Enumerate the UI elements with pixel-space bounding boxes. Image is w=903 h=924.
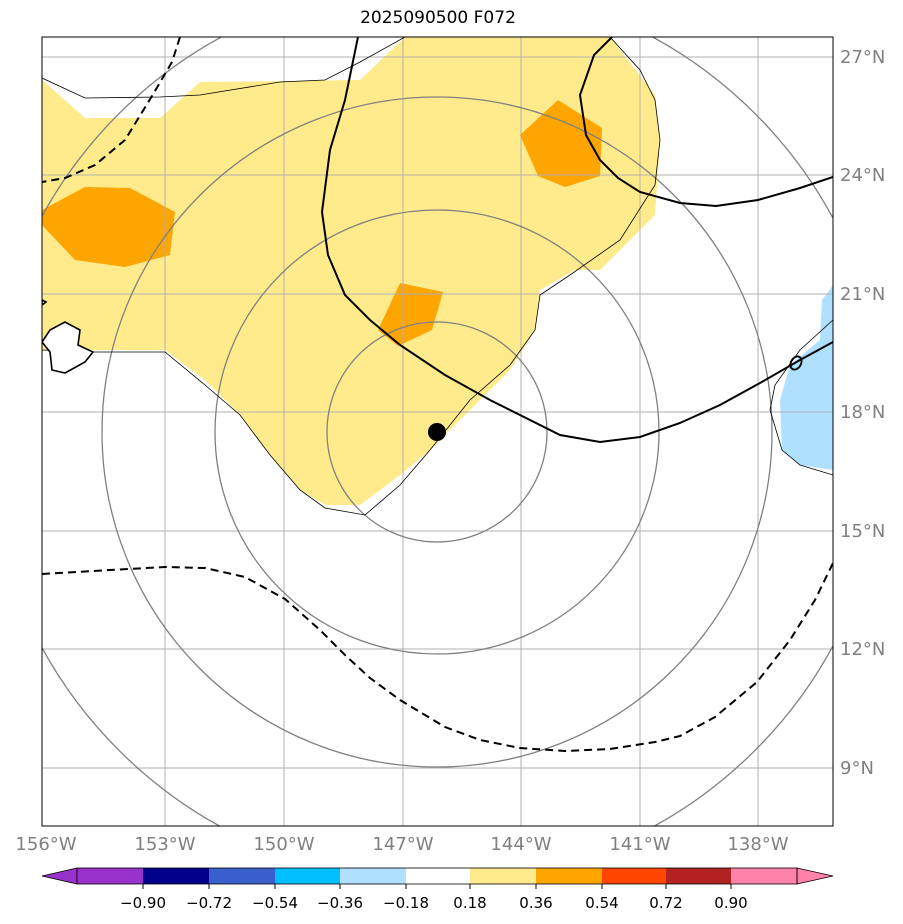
anomaly-contour-thin xyxy=(42,37,661,516)
colorbar-bin-1 xyxy=(77,868,143,884)
colorbar-tick-label: −0.18 xyxy=(383,894,429,912)
colorbar-ticks xyxy=(142,884,732,889)
colorbar-bin-11 xyxy=(731,868,797,884)
lat-label-18n: 18°N xyxy=(840,402,885,423)
lat-label-9n: 9°N xyxy=(840,758,874,779)
colorbar-bin-7 xyxy=(470,868,536,884)
colorbar-frame xyxy=(76,867,798,885)
colorbar-tick-label: −0.72 xyxy=(186,894,232,912)
lon-label-153w: 153°W xyxy=(134,834,195,855)
colorbar-tick-label: 0.36 xyxy=(519,894,552,912)
colorbar-tick-label: −0.36 xyxy=(317,894,363,912)
small-closed-contour xyxy=(789,355,803,371)
dashed-contours xyxy=(42,37,833,753)
solid-contours xyxy=(320,37,833,444)
colorbar-tick-label: −0.54 xyxy=(252,894,298,912)
colorbar-tick-labels: −0.90 −0.72 −0.54 −0.36 −0.18 0.18 0.36 … xyxy=(120,894,748,912)
colorbar-tick-label: 0.72 xyxy=(649,894,682,912)
lon-label-150w: 150°W xyxy=(253,834,314,855)
lon-label-147w: 147°W xyxy=(372,834,433,855)
colorbar-tick-label: 0.54 xyxy=(585,894,618,912)
lat-label-15n: 15°N xyxy=(840,521,885,542)
colorbar-bin-2 xyxy=(143,868,209,884)
anomaly-fill-light-blue xyxy=(780,285,833,470)
anomaly-fill-orange-west xyxy=(42,187,175,267)
lon-label-138w: 138°W xyxy=(727,834,788,855)
anomaly-fill-light-yellow xyxy=(42,37,660,505)
lat-label-24n: 24°N xyxy=(840,165,885,186)
lat-label-27n: 27°N xyxy=(840,47,885,68)
map-title: 2025090500 F072 xyxy=(360,8,516,28)
lon-label-156w: 156°W xyxy=(15,834,76,855)
map-frame xyxy=(41,36,834,827)
lat-label-12n: 12°N xyxy=(840,639,885,660)
colorbar-bin-9 xyxy=(602,868,666,884)
colorbar-tick-label: 0.18 xyxy=(453,894,486,912)
lat-labels: 27°N 24°N 21°N 18°N 15°N 12°N 9°N xyxy=(840,47,885,779)
map-area xyxy=(42,37,833,826)
lon-label-144w: 144°W xyxy=(490,834,551,855)
colorbar-bin-3 xyxy=(209,868,275,884)
anomaly-contour-thin-east xyxy=(769,319,833,476)
colorbar-over-arrow xyxy=(796,867,834,885)
lat-label-21n: 21°N xyxy=(840,284,885,305)
anomaly-fill-orange-north xyxy=(520,100,602,187)
colorbar-bin-8 xyxy=(536,868,602,884)
storm-center-marker xyxy=(428,423,446,441)
hawaii-islands xyxy=(42,299,95,374)
colorbar-tick-label: −0.90 xyxy=(120,894,166,912)
colorbar-bin-5 xyxy=(340,868,406,884)
range-rings xyxy=(42,37,833,826)
colorbar-bin-4 xyxy=(275,868,340,884)
colorbar-bin-6 xyxy=(406,868,470,884)
lon-labels: 156°W 153°W 150°W 147°W 144°W 141°W 138°… xyxy=(15,834,788,855)
lon-label-141w: 141°W xyxy=(609,834,670,855)
colorbar-bin-10 xyxy=(666,868,731,884)
colorbar: −0.90 −0.72 −0.54 −0.36 −0.18 0.18 0.36 … xyxy=(41,867,834,912)
colorbar-under-arrow xyxy=(41,867,78,885)
colorbar-tick-label: 0.90 xyxy=(714,894,747,912)
